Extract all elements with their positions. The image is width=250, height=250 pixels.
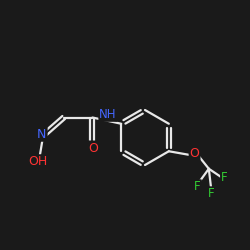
Text: F: F <box>194 180 201 193</box>
Text: F: F <box>208 187 215 200</box>
Text: F: F <box>221 171 228 184</box>
Text: NH: NH <box>99 108 117 121</box>
Text: O: O <box>190 147 200 160</box>
Text: O: O <box>88 142 98 154</box>
Text: N: N <box>37 128 46 141</box>
Text: OH: OH <box>28 155 48 168</box>
